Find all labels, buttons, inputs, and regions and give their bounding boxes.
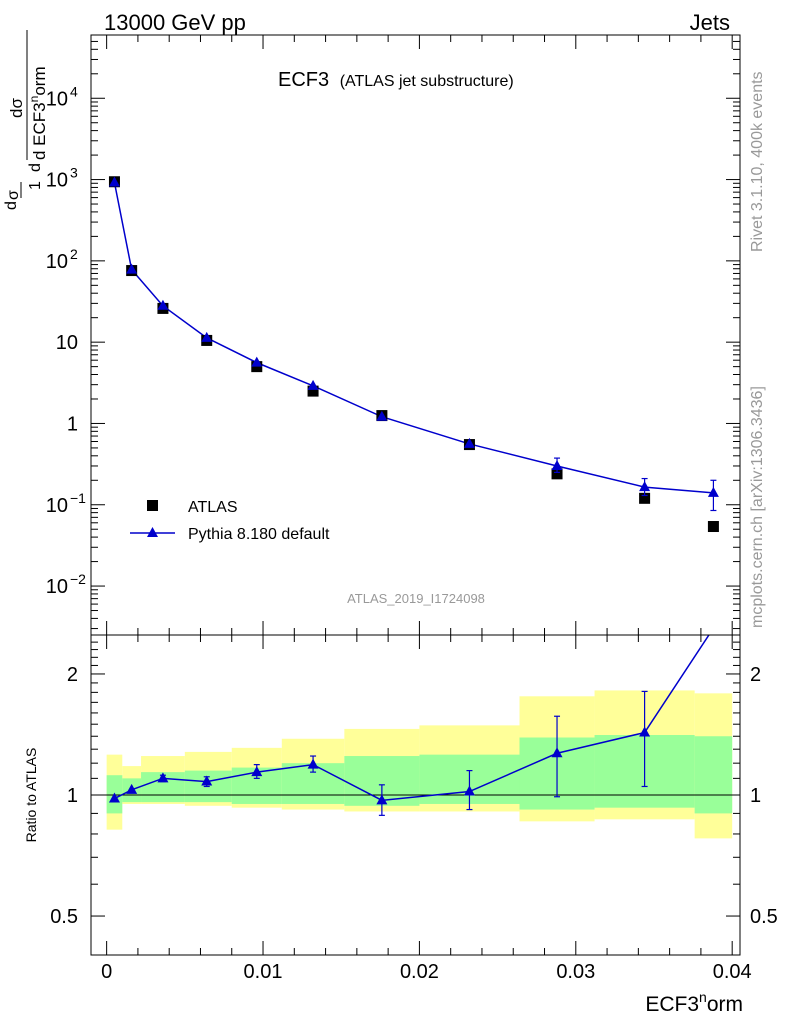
y-tick-label-exp: 4 <box>70 83 78 99</box>
legend: ATLAS Pythia 8.180 default <box>130 499 330 543</box>
ylabel-sigma: σ <box>5 190 22 200</box>
plot-title-note: (ATLAS jet substructure) <box>340 73 514 90</box>
ratio-point <box>126 783 138 794</box>
x-axis-label: ECF3norm <box>645 989 743 1016</box>
ratio-y-tick-label: 2 <box>67 664 78 686</box>
beam-label: 13000 GeV pp <box>104 10 246 35</box>
ylabel-dsigma: dσ <box>7 98 26 118</box>
ratio-point <box>251 766 263 777</box>
ylabel-one: 1 <box>27 181 44 190</box>
ratio-series <box>108 622 719 816</box>
y-tick-label: 10 <box>46 88 68 110</box>
y-tick-label: 10 <box>46 170 68 192</box>
data-point <box>251 361 263 373</box>
y-tick-label: 10 <box>46 495 68 517</box>
mc-point <box>157 299 169 310</box>
plot-title: ECF3 (ATLAS jet substructure) <box>278 69 514 91</box>
mc-point <box>639 481 651 492</box>
legend-data-marker <box>147 500 158 511</box>
rivet-note: Rivet 3.1.10, 400k events <box>749 71 766 252</box>
legend-mc-marker <box>147 527 158 537</box>
mc-point <box>251 356 263 367</box>
data-point <box>707 521 719 533</box>
ratio-ylabel: Ratio to ATLAS <box>23 748 39 843</box>
ratio-point <box>108 792 120 803</box>
y-tick-label-exp: 2 <box>70 246 78 262</box>
ratio-panel: 0.5 0.5 1 1 2 2 Ratio to ATLAS <box>23 622 778 956</box>
x-tick-labels: 0 0.01 0.02 0.03 0.04 <box>101 961 752 983</box>
ratio-y-tick-label: 0.5 <box>50 906 78 928</box>
ratio-point <box>551 747 563 758</box>
y-tick-label: 1 <box>67 413 78 435</box>
process-label: Jets <box>690 10 730 35</box>
y-tick-label-exp: −2 <box>70 571 86 587</box>
main-frame <box>90 34 741 636</box>
ratio-point <box>708 622 719 632</box>
ratio-y-tick-label: 1 <box>67 785 78 807</box>
ratio-uncertainty-bands <box>106 690 733 839</box>
y-tick-label: 10 <box>46 576 68 598</box>
ratio-y-tick-label-right: 0.5 <box>750 906 778 928</box>
ratio-series-clipped <box>108 622 719 816</box>
ylabel-den-sup: n <box>27 96 41 103</box>
mc-point <box>126 263 138 274</box>
ratio-point <box>376 794 388 805</box>
x-tick-label: 0 <box>101 961 112 983</box>
mc-point <box>376 410 388 421</box>
x-tick-label: 0.01 <box>244 961 283 983</box>
x-axis-label-main: ECF3 <box>645 993 699 1016</box>
mcplots-note: mcplots.cern.ch [arXiv:1306.3436] <box>749 386 766 628</box>
ylabel-d2: d <box>27 163 44 172</box>
y-tick-label: 10 <box>46 251 68 273</box>
x-tick-label: 0.03 <box>556 961 595 983</box>
y-tick-label-exp: 3 <box>70 165 78 181</box>
ylabel-den-d: d ECF3 <box>30 102 49 160</box>
x-tick-label: 0.04 <box>713 961 752 983</box>
legend-data-label: ATLAS <box>188 499 238 516</box>
main-ylabel: d 1 σ d dσ d ECF3norm <box>3 30 49 210</box>
ratio-point <box>463 785 475 796</box>
ratio-point <box>639 726 651 737</box>
x-tick-label: 0.02 <box>400 961 439 983</box>
mc-point <box>551 459 563 470</box>
y-tick-label-exp: −1 <box>70 490 86 506</box>
y-tick-label: 10 <box>56 332 78 354</box>
analysis-id: ATLAS_2019_I1724098 <box>347 591 485 606</box>
ylabel-d: d <box>3 201 20 210</box>
x-axis-label-sup: n <box>699 989 707 1005</box>
ylabel-den: d ECF3norm <box>27 66 49 160</box>
ratio-frame <box>90 634 741 956</box>
main-series <box>108 176 719 533</box>
mc-point <box>108 176 120 187</box>
stat-uncertainty-band <box>694 736 733 814</box>
mc-point <box>201 331 213 342</box>
main-axis-ticks <box>91 34 740 630</box>
ratio-axis-ticks <box>91 634 740 956</box>
data-point <box>307 385 319 397</box>
x-axis-label-tail: orm <box>707 993 743 1016</box>
data-point <box>639 492 651 504</box>
x-axis-ticks <box>106 35 733 955</box>
mc-point <box>307 379 319 390</box>
legend-mc-label: Pythia 8.180 default <box>188 526 330 543</box>
ratio-ytick-labels: 0.5 0.5 1 1 2 2 <box>50 664 778 928</box>
ratio-point <box>201 775 213 786</box>
mc-point <box>463 437 475 448</box>
data-point <box>551 468 563 480</box>
ratio-point <box>157 772 169 783</box>
ylabel-den-tail: orm <box>30 66 49 95</box>
mc-point <box>707 486 719 497</box>
ratio-point <box>307 758 319 769</box>
ratio-y-tick-label-right: 2 <box>750 664 761 686</box>
ratio-y-tick-label-right: 1 <box>750 785 761 807</box>
plot-title-main: ECF3 <box>278 69 329 91</box>
